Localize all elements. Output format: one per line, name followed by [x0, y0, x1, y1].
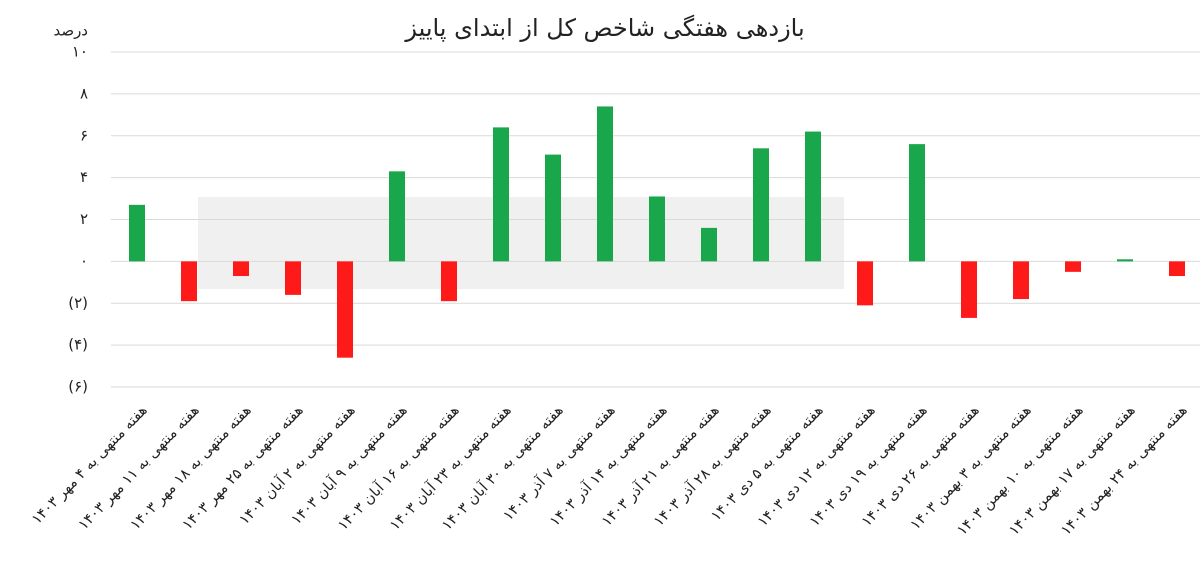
y-tick-label: (۶) — [68, 378, 88, 396]
bar — [909, 144, 925, 262]
bar — [129, 204, 145, 262]
watermark — [198, 197, 844, 289]
bar — [753, 148, 769, 262]
y-axis-label: درصد — [53, 22, 88, 40]
bar — [545, 154, 561, 262]
y-tick-label: (۴) — [68, 336, 88, 354]
y-tick-label: (۲) — [68, 294, 88, 312]
bar — [285, 261, 301, 295]
bar — [1169, 261, 1185, 277]
bar — [961, 261, 977, 318]
bar — [805, 131, 821, 262]
bar — [389, 171, 405, 262]
chart-title: بازدهی هفتگی شاخص کل از ابتدای پاییز — [404, 14, 804, 42]
bar — [181, 261, 197, 302]
y-tick-label: ۲ — [80, 210, 88, 228]
bar — [857, 261, 873, 306]
y-tick-label: ۱۰ — [72, 43, 88, 61]
y-tick-label: ۸ — [80, 84, 88, 102]
y-tick-label: ۴ — [80, 168, 88, 186]
bar — [701, 227, 717, 262]
bar — [649, 196, 665, 262]
bar — [493, 127, 509, 262]
bar — [1117, 259, 1133, 262]
bar — [337, 261, 353, 358]
bar — [597, 106, 613, 262]
bar — [441, 261, 457, 302]
bar — [1013, 261, 1029, 300]
y-tick-label: ۰ — [80, 252, 88, 270]
y-tick-label: ۶ — [80, 126, 88, 144]
bar — [1065, 261, 1081, 272]
bar — [233, 261, 249, 277]
